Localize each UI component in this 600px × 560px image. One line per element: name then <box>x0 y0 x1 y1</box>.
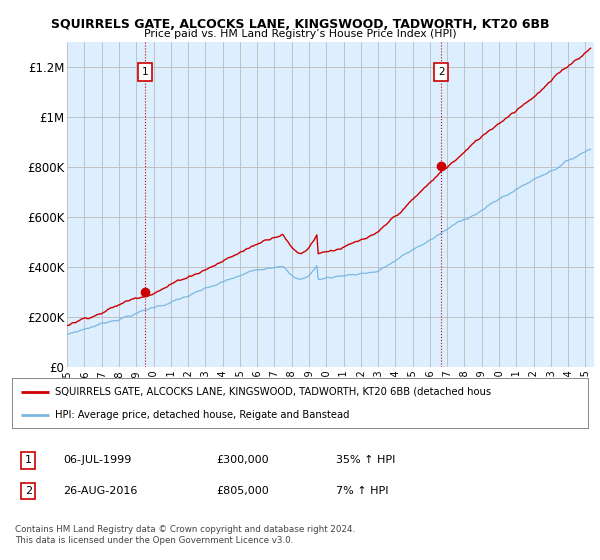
Text: 35% ↑ HPI: 35% ↑ HPI <box>336 455 395 465</box>
Text: 1: 1 <box>25 455 32 465</box>
Text: HPI: Average price, detached house, Reigate and Banstead: HPI: Average price, detached house, Reig… <box>55 410 350 420</box>
Text: SQUIRRELS GATE, ALCOCKS LANE, KINGSWOOD, TADWORTH, KT20 6BB: SQUIRRELS GATE, ALCOCKS LANE, KINGSWOOD,… <box>51 18 549 31</box>
Text: 7% ↑ HPI: 7% ↑ HPI <box>336 486 389 496</box>
Text: 2: 2 <box>25 486 32 496</box>
Text: Contains HM Land Registry data © Crown copyright and database right 2024.
This d: Contains HM Land Registry data © Crown c… <box>15 525 355 545</box>
Text: SQUIRRELS GATE, ALCOCKS LANE, KINGSWOOD, TADWORTH, KT20 6BB (detached hous: SQUIRRELS GATE, ALCOCKS LANE, KINGSWOOD,… <box>55 386 491 396</box>
Text: 26-AUG-2016: 26-AUG-2016 <box>63 486 137 496</box>
Text: £805,000: £805,000 <box>216 486 269 496</box>
Text: Price paid vs. HM Land Registry’s House Price Index (HPI): Price paid vs. HM Land Registry’s House … <box>143 29 457 39</box>
Text: 1: 1 <box>142 67 149 77</box>
Text: 2: 2 <box>438 67 445 77</box>
Text: 06-JUL-1999: 06-JUL-1999 <box>63 455 131 465</box>
Text: £300,000: £300,000 <box>216 455 269 465</box>
